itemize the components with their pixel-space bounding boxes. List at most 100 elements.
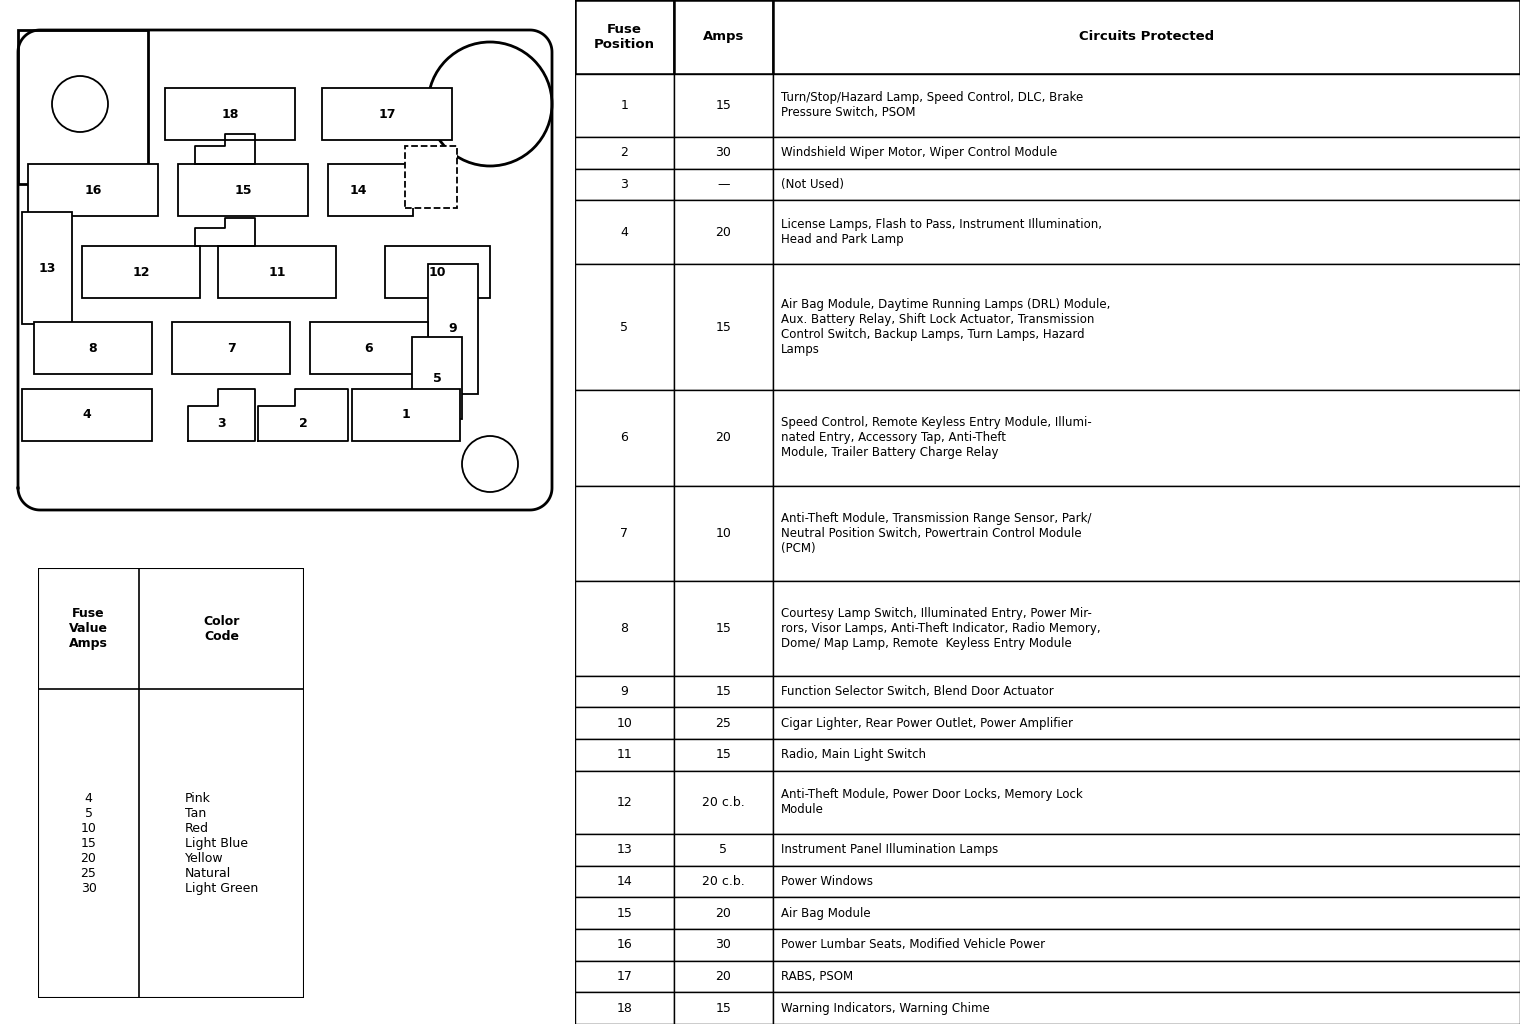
Bar <box>774 581 1520 676</box>
Bar <box>575 485 673 581</box>
Bar <box>774 676 1520 708</box>
Bar <box>774 961 1520 992</box>
Text: Power Windows: Power Windows <box>781 874 872 888</box>
Bar <box>774 834 1520 865</box>
Text: 30: 30 <box>716 146 731 160</box>
Text: 9: 9 <box>620 685 628 698</box>
Text: Warning Indicators, Warning Chime: Warning Indicators, Warning Chime <box>781 1001 990 1015</box>
Bar <box>673 929 774 961</box>
Text: 7: 7 <box>226 341 236 354</box>
Bar <box>673 137 774 169</box>
Text: Speed Control, Remote Keyless Entry Module, Illumi-
nated Entry, Accessory Tap, : Speed Control, Remote Keyless Entry Modu… <box>781 417 1091 460</box>
Text: 11: 11 <box>268 265 286 279</box>
Text: 15: 15 <box>234 183 252 197</box>
Bar <box>673 485 774 581</box>
Bar <box>18 30 147 184</box>
Bar <box>774 865 1520 897</box>
Text: 20: 20 <box>716 906 731 920</box>
Bar <box>673 264 774 390</box>
Text: 16: 16 <box>616 938 632 951</box>
Text: 20 c.b.: 20 c.b. <box>702 874 745 888</box>
Bar <box>575 201 673 264</box>
Text: Cigar Lighter, Rear Power Outlet, Power Amplifier: Cigar Lighter, Rear Power Outlet, Power … <box>781 717 1073 729</box>
Bar <box>575 74 673 137</box>
Bar <box>774 264 1520 390</box>
Text: 18: 18 <box>616 1001 632 1015</box>
Text: 15: 15 <box>716 685 731 698</box>
Text: 17: 17 <box>378 108 395 121</box>
Text: Courtesy Lamp Switch, Illuminated Entry, Power Mir-
rors, Visor Lamps, Anti-Thef: Courtesy Lamp Switch, Illuminated Entry,… <box>781 606 1100 649</box>
Bar <box>774 390 1520 485</box>
Text: 10: 10 <box>616 717 632 729</box>
Text: 20: 20 <box>716 970 731 983</box>
Bar <box>673 865 774 897</box>
Text: RABS, PSOM: RABS, PSOM <box>781 970 853 983</box>
Text: Power Lumbar Seats, Modified Vehicle Power: Power Lumbar Seats, Modified Vehicle Pow… <box>781 938 1044 951</box>
Bar <box>412 337 462 419</box>
Text: 5: 5 <box>719 844 728 856</box>
Bar <box>385 246 489 298</box>
Text: Fuse
Position: Fuse Position <box>594 23 655 51</box>
Bar <box>575 137 673 169</box>
Text: 7: 7 <box>620 526 628 540</box>
Bar <box>774 485 1520 581</box>
Bar <box>673 961 774 992</box>
Bar <box>429 264 477 394</box>
Text: 4: 4 <box>82 409 91 422</box>
Bar <box>575 390 673 485</box>
Text: Windshield Wiper Motor, Wiper Control Module: Windshield Wiper Motor, Wiper Control Mo… <box>781 146 1056 160</box>
Bar <box>673 992 774 1024</box>
Text: 16: 16 <box>84 183 102 197</box>
Bar <box>774 929 1520 961</box>
Bar <box>774 739 1520 771</box>
Text: 15: 15 <box>716 622 731 635</box>
Text: 4: 4 <box>620 225 628 239</box>
Text: 20 c.b.: 20 c.b. <box>702 796 745 809</box>
Bar <box>673 390 774 485</box>
Text: 6: 6 <box>365 341 374 354</box>
Bar <box>575 771 673 834</box>
Text: Air Bag Module, Daytime Running Lamps (DRL) Module,
Aux. Battery Relay, Shift Lo: Air Bag Module, Daytime Running Lamps (D… <box>781 298 1110 356</box>
Text: 15: 15 <box>716 99 731 112</box>
Text: 20: 20 <box>716 431 731 444</box>
Text: 2: 2 <box>620 146 628 160</box>
Text: 6: 6 <box>620 431 628 444</box>
Bar <box>217 246 336 298</box>
Text: Instrument Panel Illumination Lamps: Instrument Panel Illumination Lamps <box>781 844 999 856</box>
Text: 15: 15 <box>716 321 731 334</box>
Bar <box>322 88 451 140</box>
Text: Radio, Main Light Switch: Radio, Main Light Switch <box>781 749 926 761</box>
Bar <box>673 0 774 74</box>
Bar <box>673 74 774 137</box>
Text: Air Bag Module: Air Bag Module <box>781 906 871 920</box>
Bar <box>575 169 673 201</box>
Text: 10: 10 <box>716 526 731 540</box>
Bar <box>575 834 673 865</box>
Bar <box>774 137 1520 169</box>
Bar <box>774 708 1520 739</box>
Text: 15: 15 <box>716 1001 731 1015</box>
Text: Pink
Tan
Red
Light Blue
Yellow
Natural
Light Green: Pink Tan Red Light Blue Yellow Natural L… <box>185 793 258 895</box>
Text: 20: 20 <box>716 225 731 239</box>
Bar <box>82 246 201 298</box>
Circle shape <box>462 436 518 492</box>
Bar <box>673 581 774 676</box>
Bar <box>575 581 673 676</box>
Text: 1: 1 <box>620 99 628 112</box>
Bar <box>353 389 461 441</box>
Bar <box>328 164 413 216</box>
Bar <box>575 676 673 708</box>
Text: 14: 14 <box>616 874 632 888</box>
Bar <box>774 0 1520 74</box>
Text: Anti-Theft Module, Transmission Range Sensor, Park/
Neutral Position Switch, Pow: Anti-Theft Module, Transmission Range Se… <box>781 512 1091 555</box>
Text: 9: 9 <box>448 323 458 336</box>
Bar <box>575 0 673 74</box>
Text: Function Selector Switch, Blend Door Actuator: Function Selector Switch, Blend Door Act… <box>781 685 1053 698</box>
Text: 5: 5 <box>620 321 628 334</box>
Bar <box>774 897 1520 929</box>
Text: 25: 25 <box>716 717 731 729</box>
Bar <box>33 322 152 374</box>
Text: Color
Code: Color Code <box>204 614 240 642</box>
Text: 30: 30 <box>716 938 731 951</box>
Bar <box>673 708 774 739</box>
